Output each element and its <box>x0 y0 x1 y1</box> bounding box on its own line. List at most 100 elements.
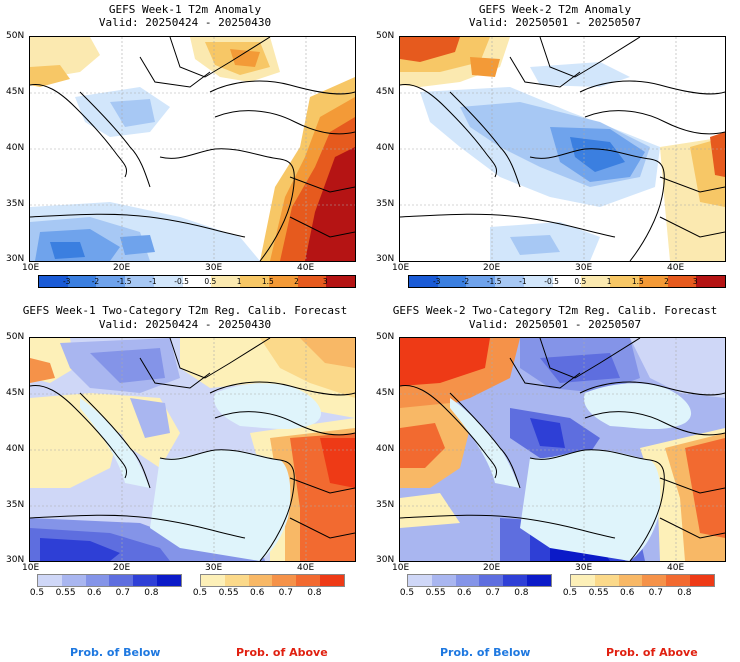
prob-below-label: Prob. of Below <box>440 646 531 659</box>
lon-label-40e: 40E <box>297 263 315 273</box>
colorbar-tick-label: 0.55 <box>218 588 239 598</box>
colorbar-segment <box>248 575 273 586</box>
lat-label-45n: 45N <box>6 87 25 97</box>
colorbar-tick-label: 0.6 <box>457 588 472 598</box>
map-week2-anomaly <box>399 36 726 262</box>
colorbar-tick-label: -2 <box>461 277 470 286</box>
colorbar-segment <box>67 276 97 287</box>
lon-label-20e: 20E <box>483 563 501 573</box>
colorbar-segment <box>437 276 467 287</box>
colorbar-segment <box>38 575 62 586</box>
colorbar-tick-label: -0.5 <box>174 277 189 286</box>
lat-label-40n: 40N <box>6 444 25 454</box>
colorbar-tick-label: 0.55 <box>588 588 609 598</box>
colorbar-segment <box>61 575 86 586</box>
colorbar-tick-label: 1.5 <box>631 277 644 286</box>
colorbar-segment <box>409 276 438 287</box>
panel-week1-probability: GEFS Week-1 Two-Category T2m Reg. Calib.… <box>0 300 370 662</box>
lon-label-10e: 10E <box>392 563 410 573</box>
colorbar-tick-label: 3 <box>322 277 328 286</box>
colorbar-tick-label: 3 <box>692 277 698 286</box>
colorbar-segment <box>157 575 181 586</box>
lon-label-30e: 30E <box>205 563 223 573</box>
colorbar-segment <box>153 276 183 287</box>
prob-above-colorbar <box>570 574 715 587</box>
colorbar-segment <box>610 276 639 287</box>
lon-label-40e: 40E <box>667 563 685 573</box>
colorbar-segment <box>125 276 154 287</box>
colorbar-segment <box>201 575 225 586</box>
colorbar-segment <box>109 575 134 586</box>
lon-label-40e: 40E <box>667 263 685 273</box>
colorbar-tick-label: 0.6 <box>620 588 635 598</box>
anomaly-colorbar <box>38 275 356 288</box>
colorbar-tick-label: -3 <box>62 277 71 286</box>
colorbar-segment <box>224 575 249 586</box>
colorbar-segment <box>96 276 126 287</box>
colorbar-segment <box>638 276 668 287</box>
lon-label-10e: 10E <box>22 263 40 273</box>
colorbar-tick-label: 0.7 <box>485 588 500 598</box>
colorbar-tick-label: 0.55 <box>55 588 76 598</box>
panel-week2-anomaly: GEFS Week-2 T2m Anomaly Valid: 20250501 … <box>370 0 740 300</box>
panel-week1-anomaly: GEFS Week-1 T2m Anomaly Valid: 20250424 … <box>0 0 370 300</box>
colorbar-segment <box>268 276 298 287</box>
prob-below-label: Prob. of Below <box>70 646 161 659</box>
colorbar-segment <box>479 575 504 586</box>
colorbar-segment <box>272 575 297 586</box>
colorbar-segment <box>455 575 480 586</box>
prob-above-label: Prob. of Above <box>236 646 328 659</box>
lat-label-50n: 50N <box>376 31 395 41</box>
lat-label-45n: 45N <box>376 388 395 398</box>
colorbar-tick-label: 0.5 <box>204 277 217 286</box>
colorbar-segment <box>594 575 619 586</box>
colorbar-segment <box>667 276 697 287</box>
lat-label-45n: 45N <box>376 87 395 97</box>
lon-label-40e: 40E <box>297 563 315 573</box>
colorbar-segment <box>581 276 611 287</box>
colorbar-tick-label: -0.5 <box>544 277 559 286</box>
panel-title: GEFS Week-1 Two-Category T2m Reg. Calib.… <box>22 304 348 317</box>
lon-label-20e: 20E <box>113 263 131 273</box>
lon-label-20e: 20E <box>483 263 501 273</box>
colorbar-tick-label: 2 <box>294 277 299 286</box>
panel-subtitle: Valid: 20250424 - 20250430 <box>98 16 272 29</box>
colorbar-segment <box>297 276 327 287</box>
map-week1-probability <box>29 337 356 562</box>
colorbar-tick-label: -2 <box>91 277 100 286</box>
panel-title: GEFS Week-2 T2m Anomaly <box>478 3 632 16</box>
lat-label-30n: 30N <box>6 254 25 264</box>
colorbar-tick-label: 0.8 <box>307 588 322 598</box>
panel-subtitle: Valid: 20250424 - 20250430 <box>98 318 272 331</box>
colorbar-segment <box>39 276 68 287</box>
colorbar-tick-label: 0.5 <box>574 277 587 286</box>
panel-week2-probability: GEFS Week-2 Two-Category T2m Reg. Calib.… <box>370 300 740 662</box>
lat-label-35n: 35N <box>6 199 25 209</box>
colorbar-tick-label: 0.8 <box>144 588 159 598</box>
prob-below-colorbar <box>407 574 552 587</box>
colorbar-segment <box>240 276 269 287</box>
colorbar-segment <box>495 276 524 287</box>
colorbar-segment <box>182 276 212 287</box>
lat-label-35n: 35N <box>6 500 25 510</box>
prob-below-colorbar <box>37 574 182 587</box>
prob-above-colorbar <box>200 574 345 587</box>
lon-label-30e: 30E <box>205 263 223 273</box>
colorbar-tick-label: 0.8 <box>514 588 529 598</box>
lat-label-40n: 40N <box>376 143 395 153</box>
lat-label-30n: 30N <box>376 254 395 264</box>
colorbar-segment <box>296 575 321 586</box>
lat-label-30n: 30N <box>376 555 395 565</box>
colorbar-tick-label: 0.5 <box>192 588 208 598</box>
colorbar-segment <box>326 276 356 287</box>
panel-title: GEFS Week-1 T2m Anomaly <box>108 3 262 16</box>
colorbar-segment <box>320 575 344 586</box>
colorbar-tick-label: -3 <box>432 277 441 286</box>
colorbar-segment <box>523 276 553 287</box>
lat-label-35n: 35N <box>376 500 395 510</box>
lat-label-50n: 50N <box>376 332 395 342</box>
colorbar-segment <box>618 575 643 586</box>
colorbar-tick-label: -1.5 <box>116 277 132 286</box>
colorbar-tick-label: 0.5 <box>29 588 45 598</box>
colorbar-segment <box>431 575 456 586</box>
